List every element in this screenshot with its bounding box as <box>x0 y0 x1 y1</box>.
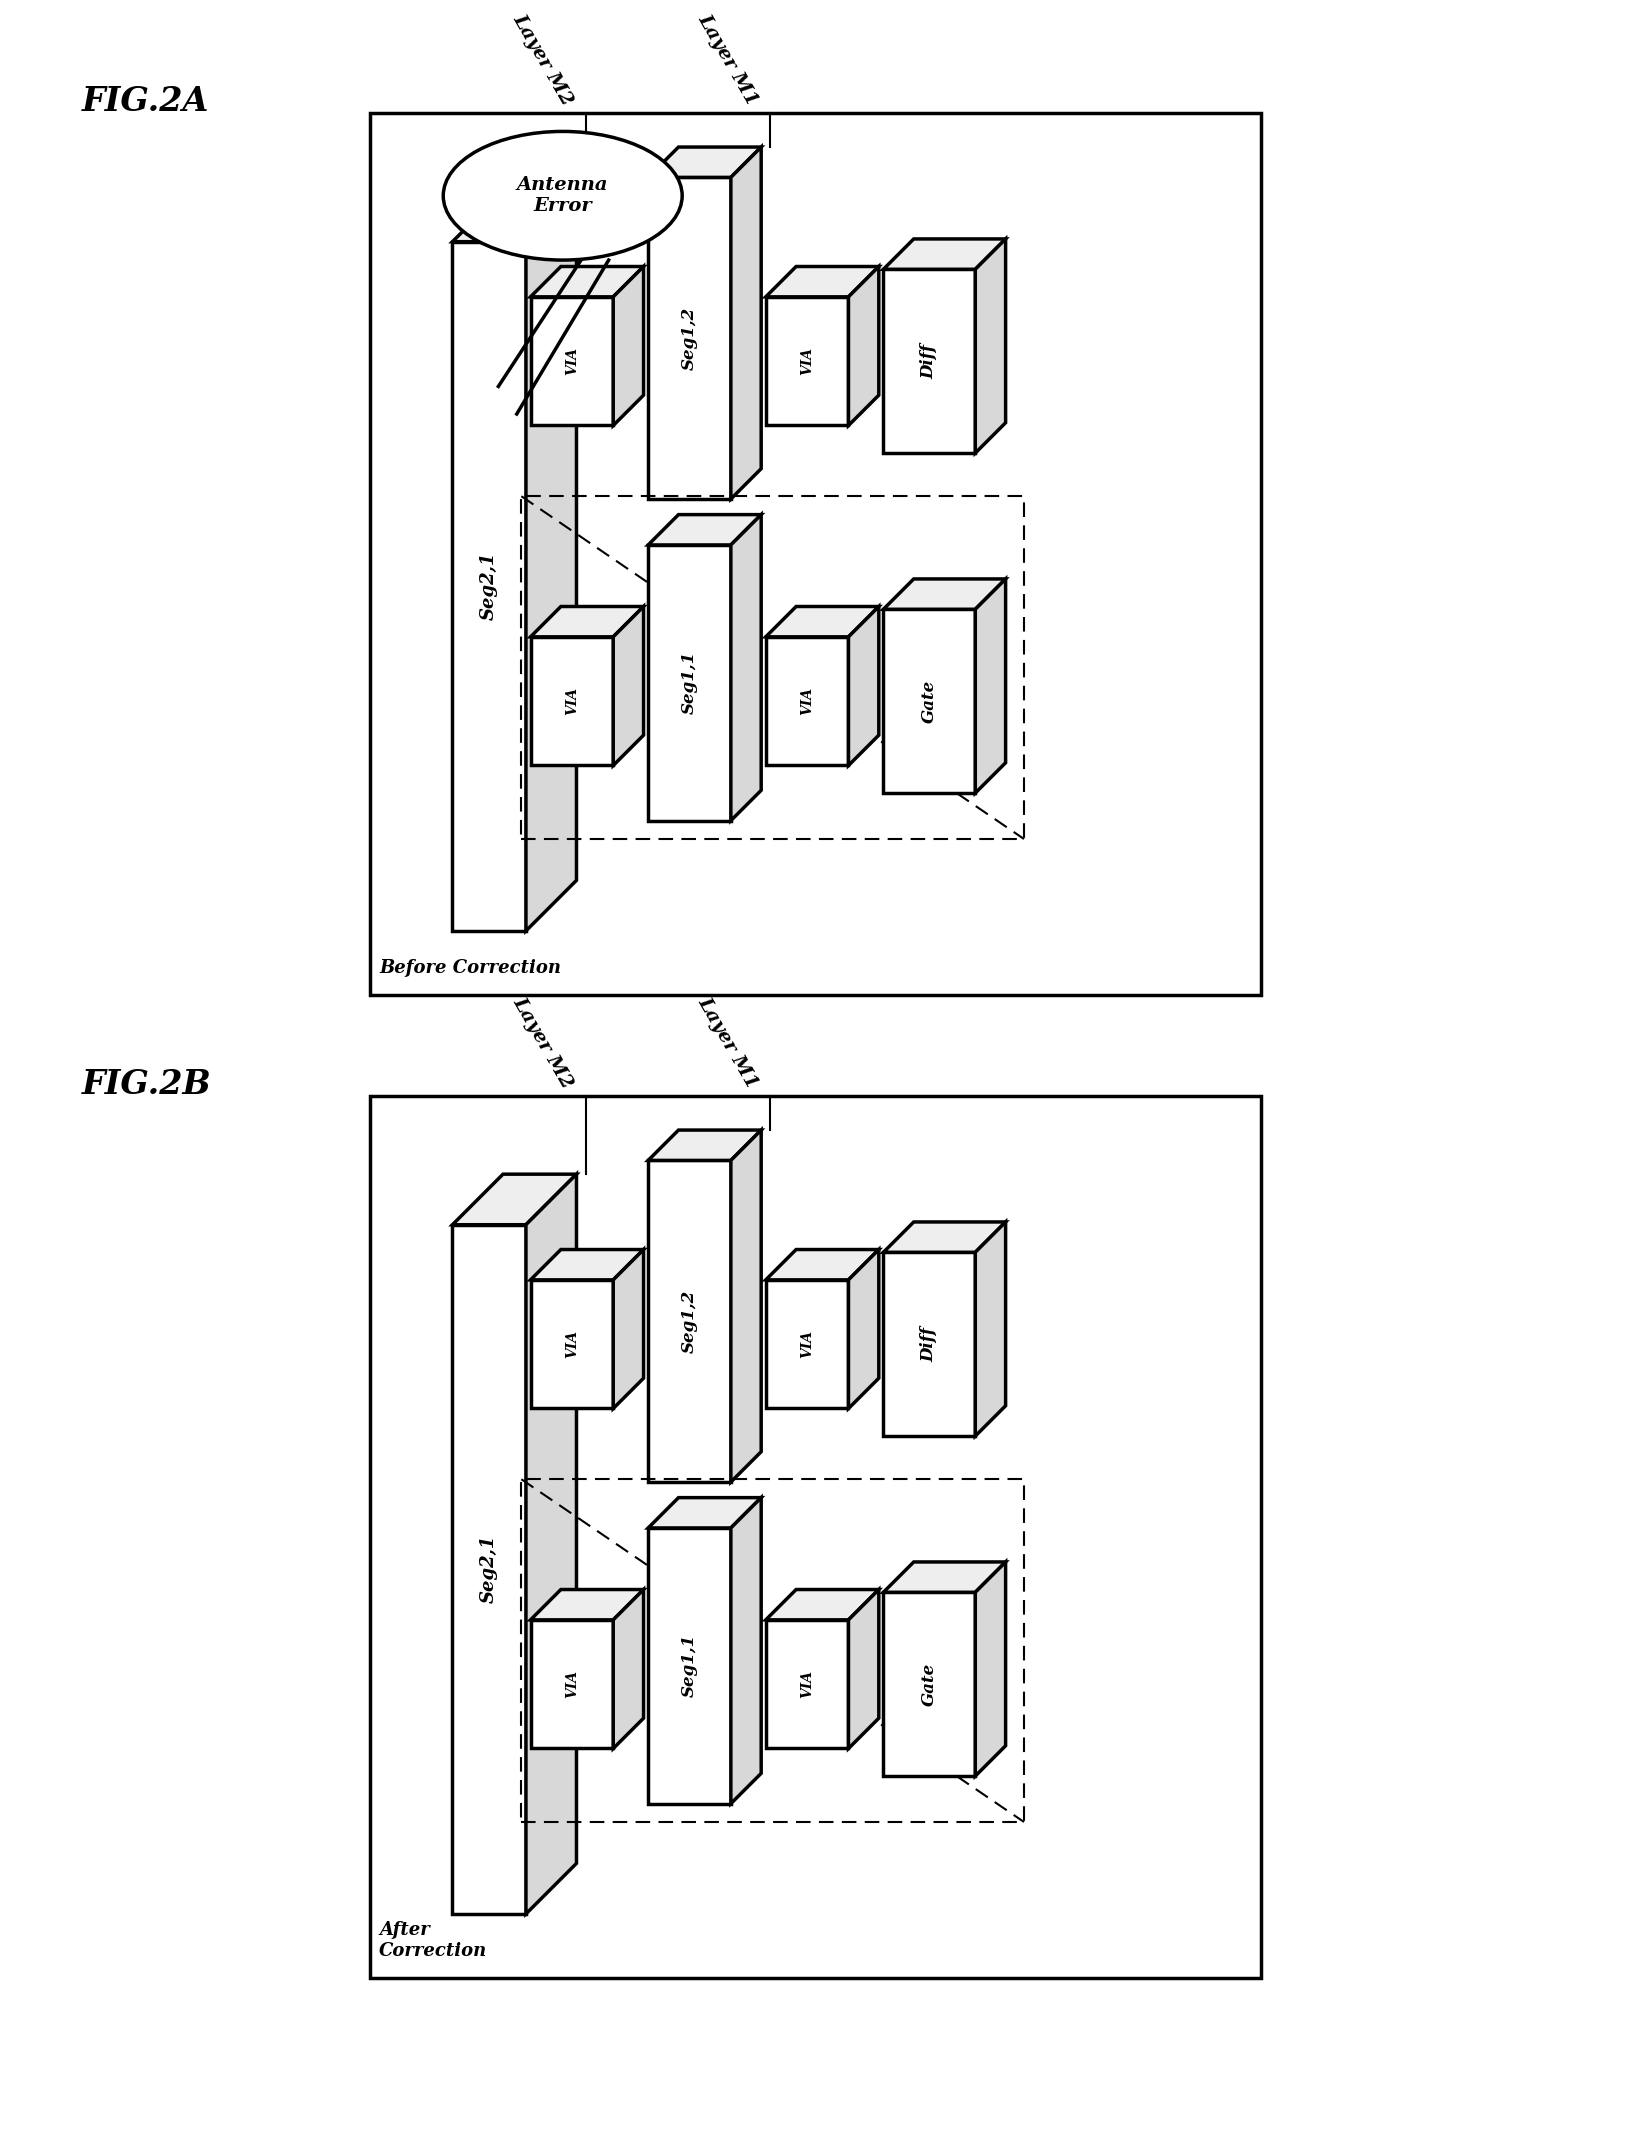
Text: Layer M2: Layer M2 <box>510 11 577 109</box>
Text: Layer M1: Layer M1 <box>693 994 760 1092</box>
Polygon shape <box>731 147 760 498</box>
Text: VIA: VIA <box>564 688 579 716</box>
Polygon shape <box>452 190 577 241</box>
Text: VIA: VIA <box>564 1671 579 1699</box>
Polygon shape <box>765 1250 879 1280</box>
Polygon shape <box>975 1562 1005 1776</box>
Text: VIA: VIA <box>564 346 579 376</box>
Polygon shape <box>883 1222 1005 1252</box>
Text: Seg1,1: Seg1,1 <box>680 1635 698 1697</box>
Text: Diff: Diff <box>919 344 938 378</box>
Text: Gate: Gate <box>919 1663 938 1705</box>
Polygon shape <box>452 241 526 932</box>
Polygon shape <box>647 147 760 177</box>
Polygon shape <box>765 1620 847 1748</box>
Polygon shape <box>883 1562 1005 1592</box>
Polygon shape <box>531 607 642 637</box>
Polygon shape <box>647 515 760 545</box>
Polygon shape <box>765 267 879 297</box>
Text: VIA: VIA <box>800 688 813 716</box>
Text: VIA: VIA <box>800 346 813 376</box>
Polygon shape <box>765 637 847 765</box>
Text: FIG.2B: FIG.2B <box>82 1068 211 1101</box>
Polygon shape <box>647 1498 760 1528</box>
Text: Seg2,1: Seg2,1 <box>480 551 498 620</box>
Bar <box>521 1479 1023 1823</box>
Polygon shape <box>847 607 879 765</box>
Polygon shape <box>647 1528 731 1804</box>
Polygon shape <box>883 239 1005 269</box>
Polygon shape <box>452 1225 526 1915</box>
Polygon shape <box>847 1250 879 1408</box>
Polygon shape <box>883 1592 975 1776</box>
Text: VIA: VIA <box>800 1329 813 1359</box>
Text: Layer M2: Layer M2 <box>510 994 577 1092</box>
Text: Seg2,1: Seg2,1 <box>480 1534 498 1603</box>
Polygon shape <box>647 1160 731 1483</box>
Bar <box>521 496 1023 840</box>
Polygon shape <box>613 607 642 765</box>
Polygon shape <box>975 579 1005 793</box>
Polygon shape <box>531 267 642 297</box>
Polygon shape <box>883 1252 975 1436</box>
Polygon shape <box>613 1590 642 1748</box>
Polygon shape <box>647 177 731 498</box>
Text: VIA: VIA <box>800 1671 813 1699</box>
Polygon shape <box>526 1173 577 1915</box>
Text: Seg1,2: Seg1,2 <box>680 1289 698 1353</box>
Text: After
Correction: After Correction <box>379 1921 487 1960</box>
Text: VIA: VIA <box>564 1329 579 1359</box>
Text: Gate: Gate <box>919 680 938 722</box>
Polygon shape <box>452 1173 577 1225</box>
Text: Before Correction: Before Correction <box>379 960 561 977</box>
Polygon shape <box>531 1280 613 1408</box>
Text: Antenna
Error: Antenna Error <box>516 177 608 216</box>
Polygon shape <box>731 1498 760 1804</box>
Text: FIG.2A: FIG.2A <box>82 85 210 118</box>
Text: Diff: Diff <box>919 1327 938 1361</box>
Polygon shape <box>613 267 642 425</box>
Polygon shape <box>765 297 847 425</box>
Polygon shape <box>883 269 975 453</box>
Polygon shape <box>765 607 879 637</box>
Polygon shape <box>531 297 613 425</box>
Text: Layer M1: Layer M1 <box>693 11 760 109</box>
Polygon shape <box>731 515 760 821</box>
Polygon shape <box>765 1590 879 1620</box>
Polygon shape <box>731 1130 760 1483</box>
Text: Seg1,2: Seg1,2 <box>680 306 698 370</box>
Polygon shape <box>531 1250 642 1280</box>
Ellipse shape <box>443 132 682 261</box>
Polygon shape <box>531 637 613 765</box>
Polygon shape <box>647 545 731 821</box>
Polygon shape <box>531 1590 642 1620</box>
Polygon shape <box>847 1590 879 1748</box>
Polygon shape <box>883 609 975 793</box>
Polygon shape <box>975 239 1005 453</box>
Text: Seg1,1: Seg1,1 <box>680 652 698 714</box>
Polygon shape <box>847 267 879 425</box>
Polygon shape <box>975 1222 1005 1436</box>
Polygon shape <box>613 1250 642 1408</box>
Polygon shape <box>647 1130 760 1160</box>
Polygon shape <box>531 1620 613 1748</box>
Polygon shape <box>883 579 1005 609</box>
Polygon shape <box>526 190 577 932</box>
Polygon shape <box>765 1280 847 1408</box>
